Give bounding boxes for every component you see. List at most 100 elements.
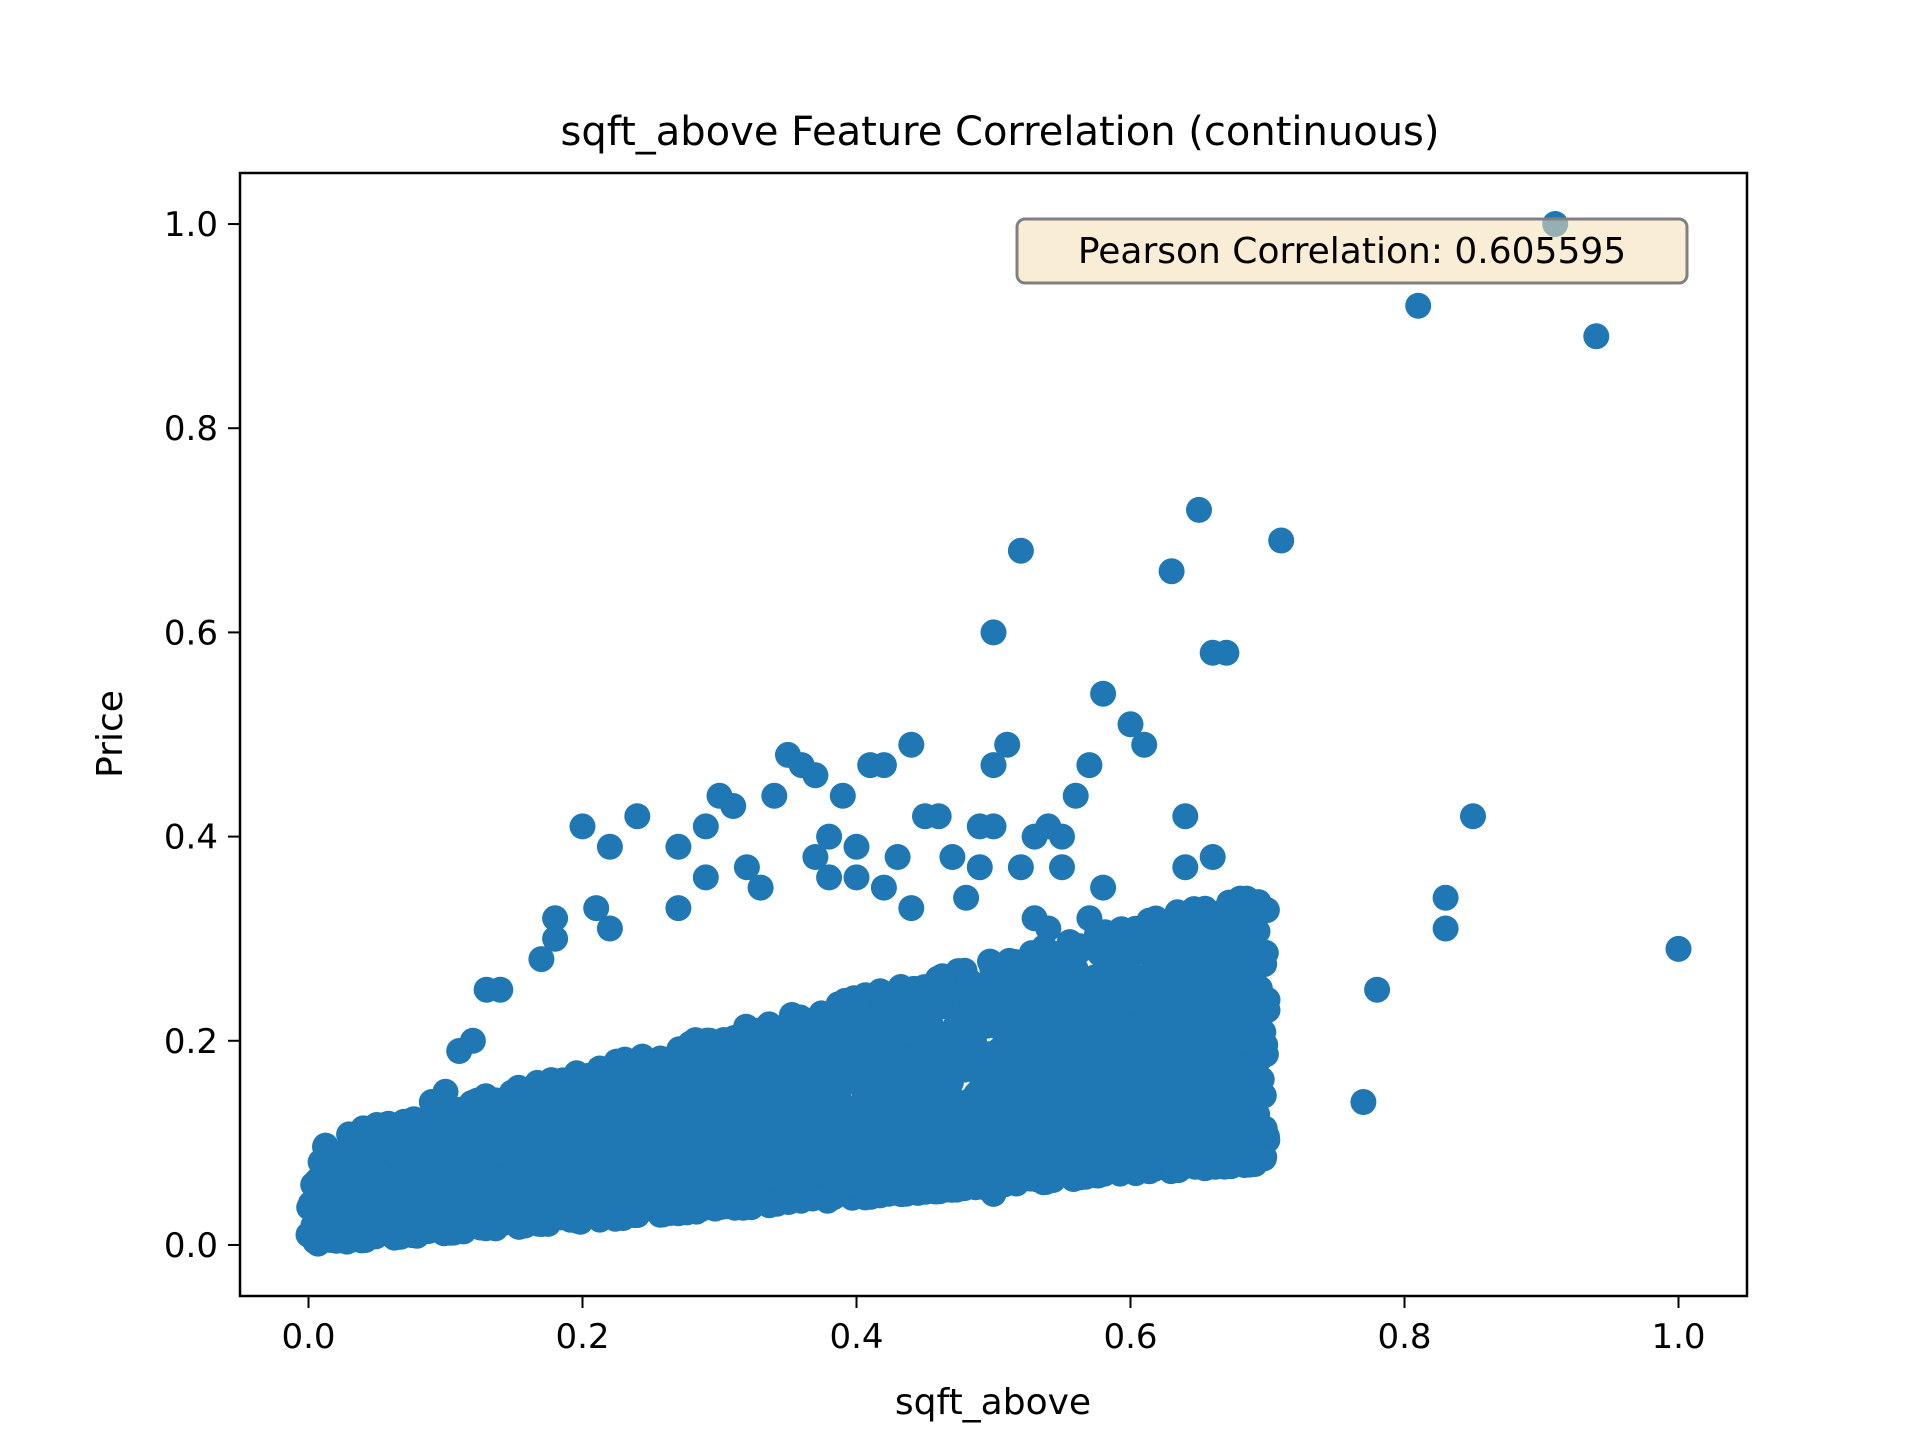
scatter-point: [428, 1116, 455, 1143]
scatter-point: [1111, 1151, 1138, 1178]
scatter-point: [313, 1134, 340, 1161]
correlation-annotation: Pearson Correlation: 0.605595: [1015, 217, 1689, 285]
scatter-point: [697, 1130, 724, 1157]
scatter-point: [596, 833, 623, 860]
scatter-point: [657, 1138, 684, 1165]
plot-area-frame: [238, 171, 1749, 1298]
scatter-point: [657, 1067, 684, 1094]
x-axis-label: sqft_above: [895, 1382, 1091, 1423]
scatter-point: [1190, 953, 1217, 980]
scatter-point: [954, 1098, 981, 1125]
scatter-point: [619, 1153, 646, 1180]
x-tick-label: 1.0: [1651, 1317, 1705, 1357]
scatter-point: [1244, 918, 1271, 945]
scatter-point: [682, 1155, 709, 1182]
scatter-point: [519, 1176, 546, 1203]
scatter-point: [1158, 1017, 1185, 1044]
scatter-point: [1665, 935, 1692, 962]
scatter-point: [528, 1208, 555, 1235]
scatter-point: [953, 884, 980, 911]
scatter-point: [881, 1139, 908, 1166]
scatter-point: [1072, 1085, 1099, 1112]
scatter-point: [775, 1137, 802, 1164]
x-tick-label: 0.0: [281, 1317, 335, 1357]
scatter-point: [870, 874, 897, 901]
scatter-point: [902, 1062, 929, 1089]
scatter-point: [1202, 1153, 1229, 1180]
scatter-point: [364, 1129, 390, 1156]
scatter-point: [808, 1035, 834, 1062]
scatter-point: [546, 1168, 573, 1195]
scatter-point: [1243, 1114, 1270, 1140]
scatter-point: [1039, 1004, 1066, 1031]
scatter-point: [680, 1081, 707, 1108]
scatter-point: [634, 1184, 661, 1210]
scatter-point: [1172, 1068, 1199, 1095]
scatter-point: [589, 1106, 616, 1133]
scatter-point: [932, 977, 959, 1003]
x-tick-label: 0.8: [1377, 1317, 1431, 1357]
scatter-point: [1136, 907, 1163, 934]
scatter-point: [815, 1014, 842, 1041]
scatter-point: [852, 1149, 879, 1175]
scatter-point: [1072, 1015, 1099, 1042]
scatter-point: [871, 992, 897, 1018]
y-axis-ticks: 0.0 0.2 0.4 0.6 0.8 1.0: [164, 205, 240, 1266]
scatter-point: [757, 1014, 784, 1041]
scatter-point: [802, 844, 829, 870]
scatter-point: [1006, 1163, 1033, 1190]
scatter-point: [452, 1140, 478, 1167]
x-tick-label: 0.4: [829, 1317, 883, 1357]
scatter-point: [295, 1221, 322, 1248]
scatter-point: [1108, 916, 1135, 943]
scatter-point: [497, 1088, 524, 1115]
scatter-point: [1075, 984, 1102, 1010]
scatter-point: [1583, 323, 1610, 350]
scatter-point: [528, 946, 555, 973]
scatter-point: [562, 1080, 589, 1107]
scatter-point: [654, 1198, 681, 1225]
scatter-point: [1098, 967, 1125, 994]
scatter-point: [768, 1163, 795, 1190]
scatter-point: [1061, 1121, 1088, 1148]
x-tick-label: 0.6: [1103, 1317, 1157, 1357]
scatter-point: [720, 793, 747, 819]
scatter-point: [322, 1211, 349, 1238]
scatter-point: [387, 1218, 414, 1245]
y-axis-label: Price: [90, 690, 131, 778]
scatter-point: [1364, 976, 1391, 1003]
scatter-point: [1432, 915, 1459, 942]
y-tick-label: 0.6: [164, 613, 218, 653]
scatter-point: [353, 1162, 380, 1189]
scatter-point: [494, 1109, 521, 1136]
scatter-point: [1131, 1027, 1158, 1054]
scatter-point: [1460, 803, 1486, 830]
scatter-point: [322, 1177, 349, 1204]
scatter-point: [434, 1210, 460, 1237]
scatter-point: [542, 925, 569, 952]
scatter-point: [623, 1068, 650, 1095]
scatter-point: [640, 1100, 667, 1127]
scatter-point: [595, 1059, 621, 1086]
scatter-point: [994, 731, 1021, 758]
scatter-point: [432, 1078, 459, 1105]
scatter-point: [911, 985, 938, 1011]
scatter-point: [825, 1165, 852, 1191]
scatter-point: [980, 619, 1007, 646]
scatter-point: [306, 1195, 333, 1222]
scatter-point: [1066, 933, 1093, 960]
scatter-point: [941, 1156, 968, 1182]
scatter-point: [786, 1057, 813, 1084]
scatter-point: [839, 1006, 866, 1033]
scatter-point: [1186, 496, 1212, 523]
scatter-point: [480, 1132, 507, 1159]
scatter-point: [805, 1158, 832, 1185]
scatter-point: [1049, 823, 1075, 850]
scatter-point: [966, 854, 993, 881]
scatter-point: [1186, 976, 1212, 1003]
scatter-point: [893, 1180, 920, 1207]
x-tick-label: 0.2: [555, 1317, 609, 1357]
scatter-point: [939, 844, 966, 870]
scatter-point: [836, 1111, 863, 1138]
